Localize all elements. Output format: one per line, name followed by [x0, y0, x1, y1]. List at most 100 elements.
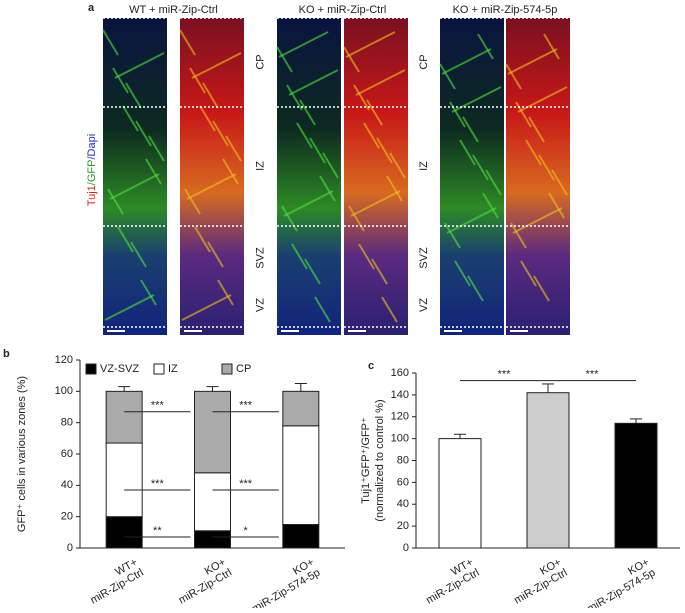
cell-process — [454, 260, 471, 287]
cell-process — [376, 137, 393, 164]
y-tick-label: 80 — [397, 454, 409, 466]
zone-label: VZ — [418, 298, 430, 312]
panel-label: b — [3, 348, 10, 360]
significance-label: *** — [586, 369, 600, 381]
x-tick-label: KO+miR-Zip-574-5p — [244, 556, 322, 608]
x-tick-label: WT+miR-Zip-Ctrl — [82, 556, 145, 606]
y-tick-label: 120 — [391, 411, 409, 423]
y-tick-label: 160 — [391, 367, 409, 379]
cell-process — [363, 122, 380, 149]
y-axis-label: Tuj1⁺GFP⁺/GFP⁺ — [360, 417, 372, 504]
significance-label: * — [244, 525, 249, 537]
cell-process — [467, 275, 484, 302]
y-tick-label: 20 — [397, 520, 409, 532]
y-tick-label: 60 — [397, 476, 409, 488]
cell-process — [217, 279, 234, 306]
micrograph — [440, 18, 504, 335]
stain-part: GFP — [86, 160, 98, 183]
cell-process — [444, 222, 461, 249]
micrograph — [506, 18, 570, 335]
bar-segment — [105, 390, 143, 444]
bar — [614, 422, 658, 549]
cell-process — [286, 84, 303, 111]
zone-label: VZ — [254, 298, 266, 312]
cell-process — [449, 101, 466, 128]
x-tick-label: KO+miR-Zip-Ctrl — [506, 556, 569, 606]
cell-process — [477, 33, 494, 60]
bar-segment — [282, 390, 320, 427]
cell-process — [102, 29, 119, 56]
bar-segment — [194, 472, 231, 532]
cell-process — [538, 154, 555, 181]
cell-process — [299, 99, 316, 126]
cell-process — [459, 139, 476, 166]
bar-segment — [105, 442, 143, 518]
cell-process — [533, 275, 550, 302]
micrograph — [344, 18, 408, 335]
y-tick-label: 140 — [391, 389, 409, 401]
cell-process — [225, 135, 242, 162]
legend-swatch — [221, 363, 233, 375]
x-tick-label: KO+miR-Zip-574-5p — [579, 556, 657, 608]
cell-process — [517, 86, 568, 113]
cell-process — [194, 226, 211, 253]
x-tick-label: WT+miR-Zip-Ctrl — [418, 556, 481, 606]
cell-process — [281, 205, 298, 232]
cell-process — [543, 33, 560, 60]
y-tick-label: 80 — [61, 417, 73, 429]
cell-process — [366, 99, 383, 126]
cell-process — [109, 173, 160, 200]
cell-process — [114, 52, 165, 79]
cell-process — [353, 84, 370, 111]
cell-process — [343, 46, 360, 73]
cell-process — [485, 169, 502, 196]
cell-process — [191, 52, 242, 79]
cell-process — [145, 158, 162, 185]
cell-process — [181, 294, 232, 321]
cell-process — [140, 279, 157, 306]
cell-process — [288, 69, 339, 96]
cell-process — [202, 82, 219, 109]
cell-process — [304, 258, 321, 285]
legend-swatch — [153, 363, 165, 375]
bar-segment — [194, 390, 231, 474]
x-tick-label: KO+miR-Zip-Ctrl — [171, 556, 234, 606]
significance-label: ** — [153, 525, 162, 537]
y-axis-label: GFP⁺ cells in various zones (%) — [16, 376, 28, 532]
cell-process — [507, 48, 558, 75]
cell-process — [184, 188, 201, 215]
legend-label: CP — [236, 363, 251, 375]
cell-process — [199, 105, 216, 132]
cell-process — [350, 190, 401, 217]
cell-process — [112, 67, 129, 94]
cell-process — [551, 169, 568, 196]
cell-process — [148, 135, 165, 162]
cell-process — [515, 101, 532, 128]
cell-process — [389, 152, 406, 179]
cell-process — [355, 69, 406, 96]
cell-process — [446, 207, 497, 234]
cell-process — [135, 120, 152, 147]
stain-part: / — [86, 156, 98, 160]
y-tick-label: 0 — [67, 542, 73, 554]
y-tick-label: 40 — [397, 498, 409, 510]
cell-process — [520, 260, 537, 287]
cell-process — [482, 192, 499, 219]
significance-label: *** — [151, 478, 165, 490]
cell-process — [107, 188, 124, 215]
stain-part: / — [86, 181, 98, 185]
cell-process — [371, 258, 388, 285]
condition-label: KO + miR-Zip-Ctrl — [299, 4, 387, 16]
cell-process — [309, 137, 326, 164]
cell-process — [222, 158, 239, 185]
stain-part: Dapi — [86, 134, 98, 157]
cell-process — [505, 63, 522, 90]
cell-process — [122, 105, 139, 132]
cell-process — [207, 241, 224, 268]
condition-label: WT + miR-Zip-Ctrl — [129, 4, 218, 16]
cell-process — [276, 46, 293, 73]
cell-process — [512, 207, 563, 234]
micrograph — [277, 18, 341, 335]
y-tick-label: 60 — [61, 448, 73, 460]
